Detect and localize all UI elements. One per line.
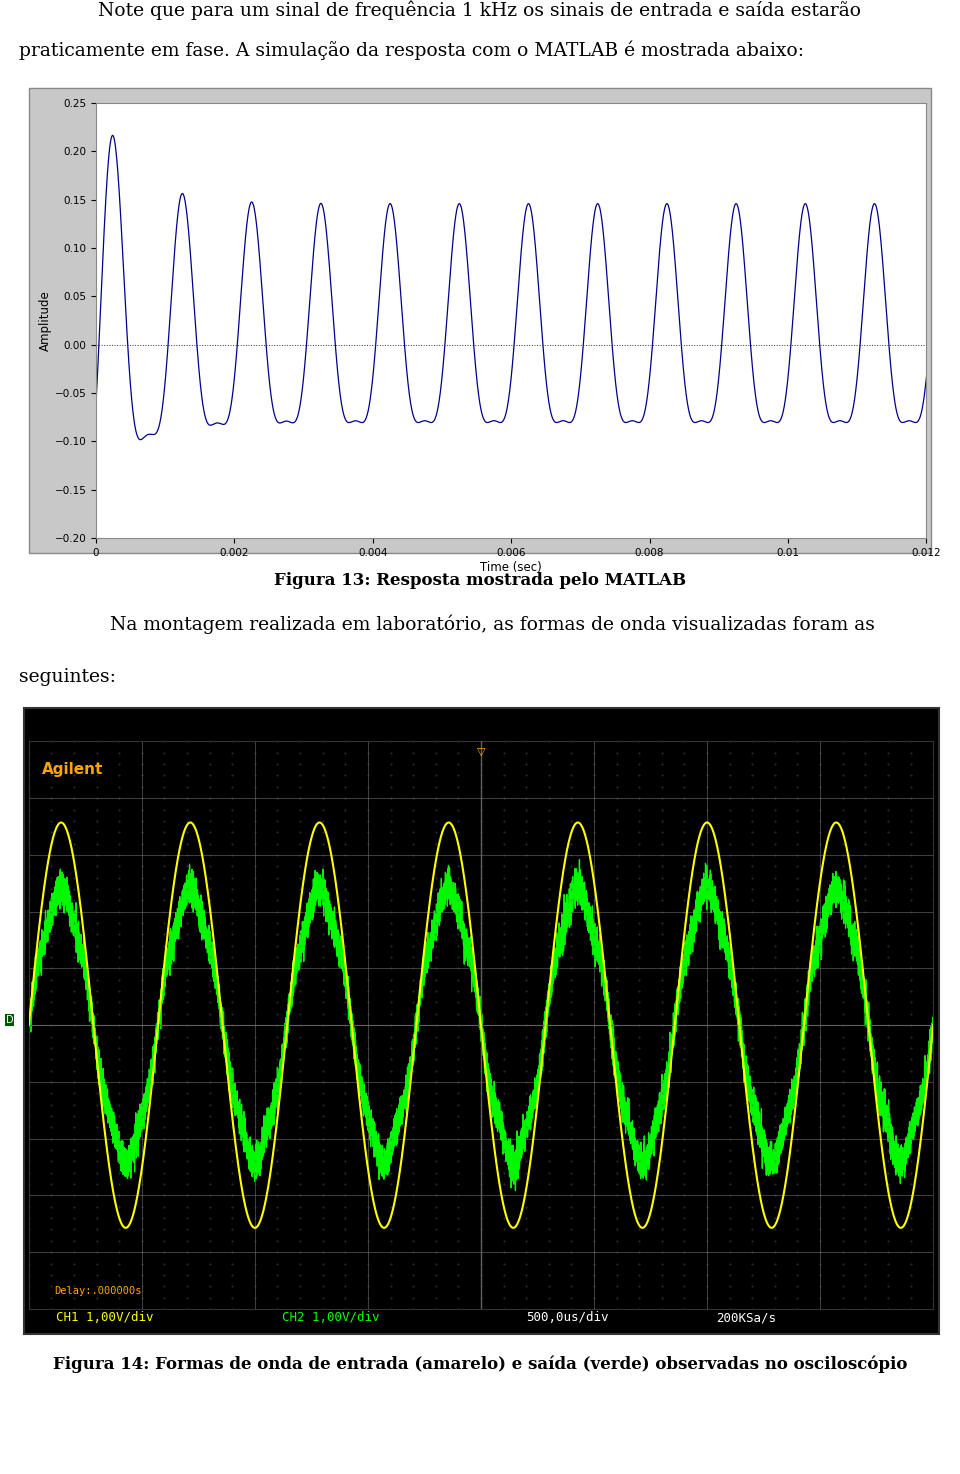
Text: Delay:.000000s: Delay:.000000s <box>55 1285 142 1296</box>
Text: ▽: ▽ <box>477 746 485 756</box>
Text: CH1 1,00V/div: CH1 1,00V/div <box>56 1312 154 1324</box>
Text: Figura 14: Formas de onda de entrada (amarelo) e saída (verde) observadas no osc: Figura 14: Formas de onda de entrada (am… <box>53 1356 907 1372</box>
Text: Note que para um sinal de frequência 1 kHz os sinais de entrada e saída estarão: Note que para um sinal de frequência 1 k… <box>99 0 861 19</box>
Text: CH2 1,00V/div: CH2 1,00V/div <box>282 1312 379 1324</box>
Text: 200KSa/s: 200KSa/s <box>716 1312 776 1324</box>
Text: D: D <box>6 1016 13 1024</box>
Text: Agilent: Agilent <box>41 762 103 777</box>
Text: 500,0us/div: 500,0us/div <box>526 1312 609 1324</box>
Text: Na montagem realizada em laboratório, as formas de onda visualizadas foram as: Na montagem realizada em laboratório, as… <box>85 615 875 634</box>
Text: praticamente em fase. A simulação da resposta com o MATLAB é mostrada abaixo:: praticamente em fase. A simulação da res… <box>19 40 804 60</box>
Y-axis label: Amplitude: Amplitude <box>38 290 52 351</box>
Text: Figura 13: Resposta mostrada pelo MATLAB: Figura 13: Resposta mostrada pelo MATLAB <box>274 572 686 588</box>
X-axis label: Time (sec): Time (sec) <box>480 560 542 573</box>
Text: seguintes:: seguintes: <box>19 668 116 685</box>
